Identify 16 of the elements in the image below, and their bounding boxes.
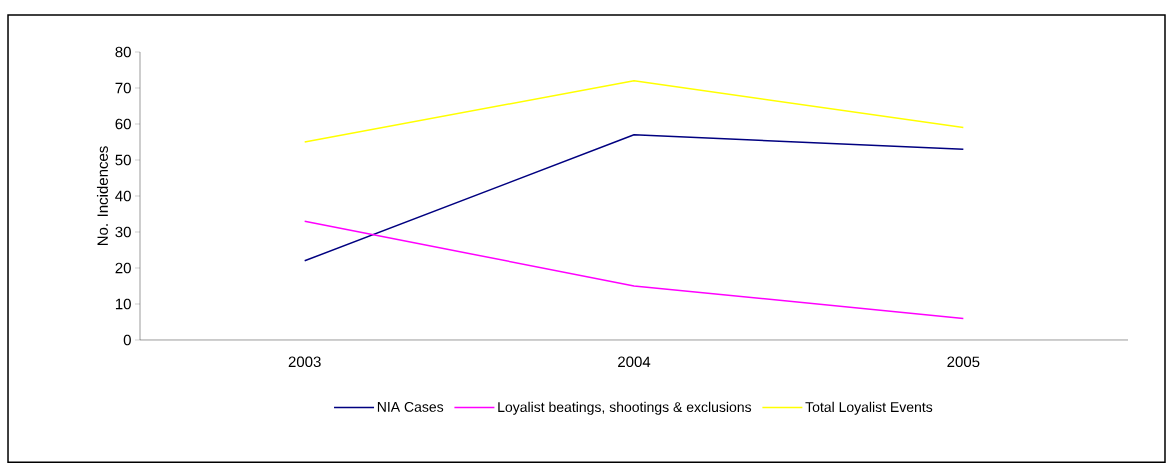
x-tick-label: 2005 — [947, 356, 980, 368]
legend-label: Total Loyalist Events — [805, 401, 933, 415]
y-axis-title: No. Incidences — [96, 146, 108, 246]
y-tick-label: 50 — [115, 154, 131, 166]
legend-label: Loyalist beatings, shootings & exclusions — [498, 401, 752, 415]
y-tick-label: 60 — [115, 118, 131, 130]
legend-label: NIA Cases — [377, 401, 444, 412]
x-tick-label: 2004 — [618, 356, 651, 368]
y-tick-label: 40 — [115, 190, 131, 202]
x-tick-label: 2003 — [288, 356, 321, 368]
y-tick-label: 30 — [115, 226, 131, 238]
y-tick-label: 10 — [115, 298, 131, 310]
y-tick-label: 80 — [115, 46, 131, 58]
y-tick-label: 20 — [115, 262, 131, 274]
y-tick-label: 70 — [115, 82, 131, 94]
y-tick-label: 0 — [123, 334, 131, 346]
